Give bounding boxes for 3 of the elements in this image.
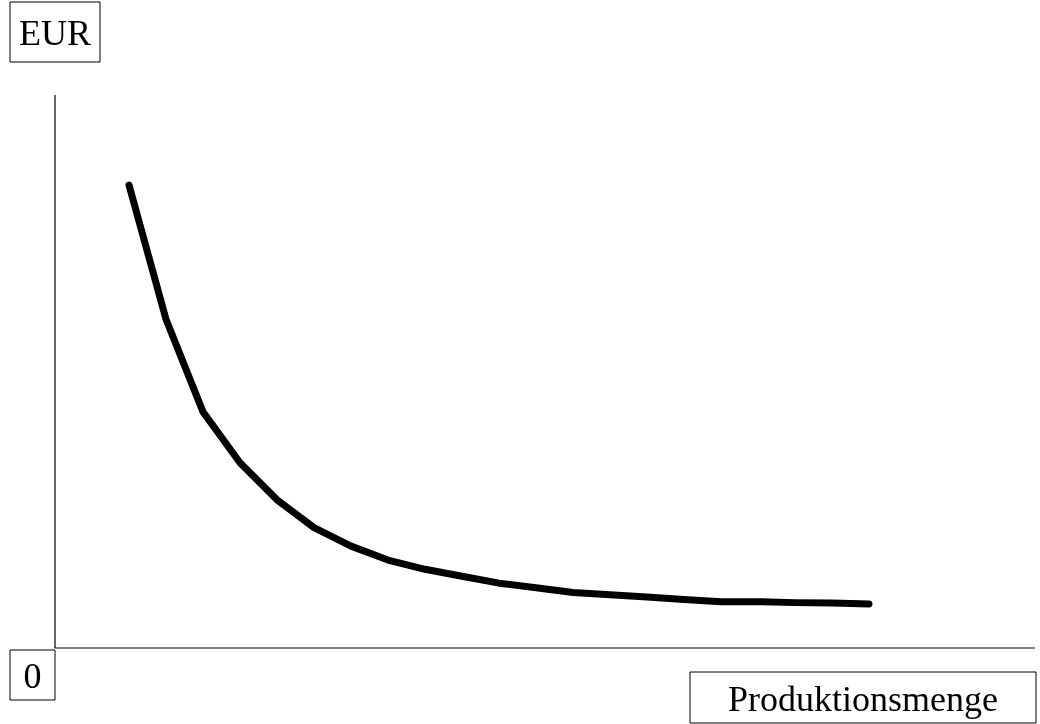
y-axis-title: EUR [19,13,91,53]
x-axis-title: Produktionsmenge [728,678,998,719]
text: 0 [23,656,42,696]
